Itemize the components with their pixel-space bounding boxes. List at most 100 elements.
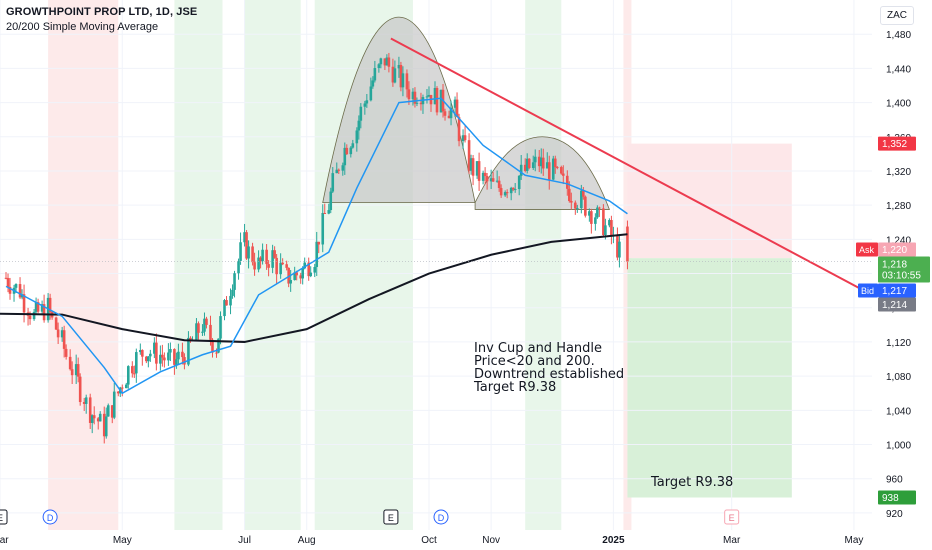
candle-body (96, 418, 100, 422)
candle-body (471, 158, 475, 176)
candle-body (355, 130, 359, 144)
event-marker-label: D (438, 513, 445, 523)
candle-body (551, 158, 555, 180)
candle-body (519, 164, 523, 176)
candle-body (497, 180, 501, 188)
candle-body (62, 330, 66, 349)
candle-body (229, 295, 232, 306)
candle-body (275, 257, 278, 275)
candle-body (433, 87, 437, 105)
bid-tag-bg (858, 283, 878, 298)
candle-body (477, 161, 481, 181)
candle-body (14, 284, 18, 288)
candle-body (253, 262, 256, 270)
candle-body (419, 102, 423, 105)
candle-body (82, 402, 86, 404)
candle-body (149, 353, 152, 357)
candle-body (215, 352, 218, 354)
candle-body (299, 275, 302, 279)
currency-button[interactable]: ZAC (880, 6, 914, 25)
candle-body (331, 173, 335, 192)
candle-body (469, 158, 473, 171)
candle-body (309, 272, 313, 277)
candle-body (566, 175, 569, 189)
price-tick-label: 920 (886, 509, 903, 520)
price-tick-label: 1,320 (886, 167, 911, 178)
price-tick-label: 1,440 (886, 64, 911, 75)
candle-body (307, 262, 311, 277)
red-band (48, 0, 119, 530)
candle-body (537, 156, 541, 167)
target-price-label-bg (878, 490, 916, 505)
candle-body (112, 391, 116, 418)
candle-body (321, 212, 325, 245)
candle-body (327, 210, 331, 214)
candle-body (181, 351, 184, 358)
event-marker-label: E (729, 513, 735, 523)
downtrend-line (390, 37, 873, 296)
candle-body (68, 356, 72, 370)
candle-body (393, 68, 397, 83)
candle-body (596, 207, 599, 218)
candle-body (335, 169, 339, 174)
candle-body (553, 158, 557, 168)
event-marker-label: E (388, 513, 394, 523)
candle-body (243, 232, 246, 243)
candle-body (271, 250, 274, 268)
candle-body (561, 173, 565, 176)
candle-body (36, 302, 40, 312)
analysis-note: Inv Cup and Handle Price<20 and 200. Dow… (474, 341, 625, 395)
candle-body (28, 315, 32, 320)
candle-body (60, 330, 64, 338)
candle-body (48, 297, 52, 312)
candle-body (503, 192, 507, 196)
candle-body (195, 323, 198, 340)
candle-body (139, 350, 142, 353)
candle-body (20, 294, 24, 298)
candle-body (110, 405, 114, 418)
price-tick-label: 1,480 (886, 30, 911, 41)
candle-body (56, 329, 60, 338)
candle-body (425, 96, 429, 98)
risk-reward-zones (627, 143, 792, 498)
candle-body (570, 201, 573, 203)
candle-body (377, 64, 381, 69)
close-price-bg (878, 297, 916, 312)
candle-body (169, 349, 172, 353)
price-tick-label: 1,400 (886, 99, 911, 110)
candle-body (574, 202, 577, 209)
candle-body (343, 147, 347, 166)
candle-body (18, 284, 22, 298)
indicator-name: 20/200 Simple Moving Average (6, 21, 159, 33)
candle-body (337, 169, 341, 171)
candle-body (525, 158, 529, 171)
candle-body (594, 217, 597, 224)
candle-body (397, 64, 401, 69)
candle-body (387, 57, 391, 67)
dividend-marker (433, 509, 449, 525)
stop-zone (627, 143, 792, 259)
candle-body (539, 157, 543, 167)
price-tick-label: 1,080 (886, 372, 911, 383)
candle-body (341, 165, 345, 171)
candle-body (455, 99, 459, 118)
candle-body (231, 289, 234, 296)
candle-body (167, 352, 170, 361)
candle-body (293, 272, 296, 281)
time-tick-label: Nov (482, 535, 500, 546)
candle-body (443, 111, 447, 116)
time-tick-label: May (113, 535, 132, 546)
sma200-line (0, 233, 628, 343)
candle-body (183, 357, 186, 365)
candle-body (161, 354, 164, 358)
candle-body (401, 73, 405, 88)
candle-body (602, 208, 605, 236)
candle-body (461, 135, 465, 142)
candle-body (453, 99, 457, 108)
candle-body (511, 187, 515, 190)
candle-body (598, 207, 601, 209)
candle-body (590, 211, 593, 224)
price-tick-label: 1,000 (886, 441, 911, 452)
